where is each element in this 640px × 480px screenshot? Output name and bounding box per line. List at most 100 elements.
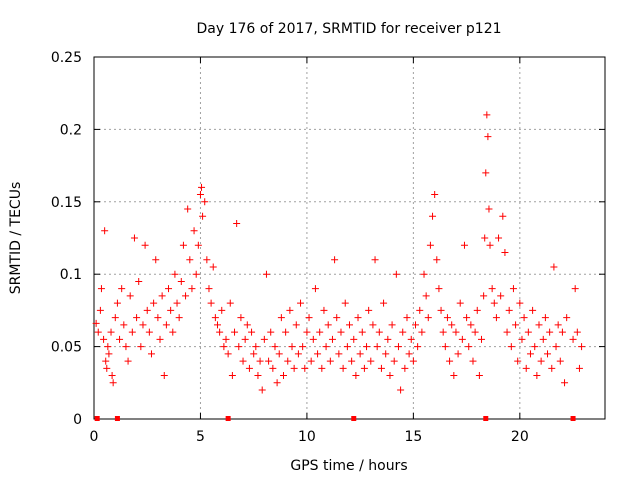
data-point <box>526 350 534 358</box>
data-point <box>311 285 319 293</box>
data-point <box>514 357 522 365</box>
data-point <box>471 328 479 336</box>
data-point <box>335 350 343 358</box>
plot-frame <box>93 56 606 420</box>
data-point <box>262 270 270 278</box>
data-point <box>267 328 275 336</box>
data-point <box>541 314 549 322</box>
data-point <box>480 292 488 300</box>
data-point <box>120 321 128 329</box>
data-point <box>520 314 528 322</box>
data-point <box>485 205 493 213</box>
data-point <box>260 335 268 343</box>
data-point <box>552 343 560 351</box>
data-point <box>273 379 281 387</box>
data-point <box>499 212 507 220</box>
data-point <box>401 364 409 372</box>
axis-marker <box>94 416 100 421</box>
data-point <box>243 321 251 329</box>
data-points <box>92 111 586 394</box>
data-point <box>116 335 124 343</box>
data-point <box>488 285 496 293</box>
data-point <box>307 357 315 365</box>
data-point <box>101 227 109 235</box>
data-point <box>337 328 345 336</box>
data-point <box>209 263 217 271</box>
data-point <box>326 357 334 365</box>
data-point <box>529 306 537 314</box>
data-point <box>108 372 116 380</box>
data-point <box>265 357 273 365</box>
data-point <box>182 292 190 300</box>
data-point <box>473 306 481 314</box>
data-point <box>228 372 236 380</box>
data-point <box>516 299 524 307</box>
data-point <box>418 328 426 336</box>
data-point <box>422 292 430 300</box>
data-point <box>433 256 441 264</box>
data-point <box>558 328 566 336</box>
data-point <box>126 292 134 300</box>
data-point <box>203 256 211 264</box>
data-point <box>109 379 117 387</box>
data-point <box>320 306 328 314</box>
data-point <box>252 343 260 351</box>
data-point <box>512 321 520 329</box>
data-point <box>522 364 530 372</box>
data-point <box>254 372 262 380</box>
data-point <box>160 372 168 380</box>
data-point <box>375 328 383 336</box>
data-point <box>446 357 454 365</box>
data-point <box>403 314 411 322</box>
data-point <box>165 285 173 293</box>
data-point <box>501 248 509 256</box>
data-point <box>356 350 364 358</box>
data-point <box>92 319 100 327</box>
data-point <box>239 357 247 365</box>
data-point <box>407 335 415 343</box>
grid <box>94 57 605 419</box>
data-point <box>188 285 196 293</box>
data-point <box>147 350 155 358</box>
data-point <box>373 343 381 351</box>
data-point <box>503 328 511 336</box>
axis-marker <box>483 416 489 421</box>
data-point <box>426 241 434 249</box>
axis-marker <box>351 416 357 421</box>
data-point <box>220 343 228 351</box>
data-point <box>507 343 515 351</box>
data-point <box>431 191 439 199</box>
data-point <box>333 314 341 322</box>
data-point <box>128 328 136 336</box>
data-point <box>97 285 105 293</box>
data-point <box>167 306 175 314</box>
data-point <box>156 335 164 343</box>
data-point <box>399 328 407 336</box>
data-point <box>328 335 336 343</box>
data-point <box>199 212 207 220</box>
data-point <box>484 133 492 141</box>
data-point <box>216 328 224 336</box>
data-point <box>277 314 285 322</box>
data-point <box>150 299 158 307</box>
data-point <box>420 270 428 278</box>
data-point <box>288 343 296 351</box>
data-point <box>350 335 358 343</box>
y-tick-label: 0 <box>73 412 82 428</box>
data-point <box>96 306 104 314</box>
data-point <box>531 343 539 351</box>
data-point <box>107 328 115 336</box>
data-point <box>460 241 468 249</box>
data-point <box>113 299 121 307</box>
data-point <box>303 328 311 336</box>
axis-marker <box>570 416 576 421</box>
data-point <box>248 328 256 336</box>
data-point <box>231 328 239 336</box>
data-point <box>103 364 111 372</box>
data-point <box>130 234 138 242</box>
data-point <box>412 321 420 329</box>
data-point <box>405 350 413 358</box>
data-point <box>481 234 489 242</box>
data-point <box>245 364 253 372</box>
data-point <box>358 328 366 336</box>
